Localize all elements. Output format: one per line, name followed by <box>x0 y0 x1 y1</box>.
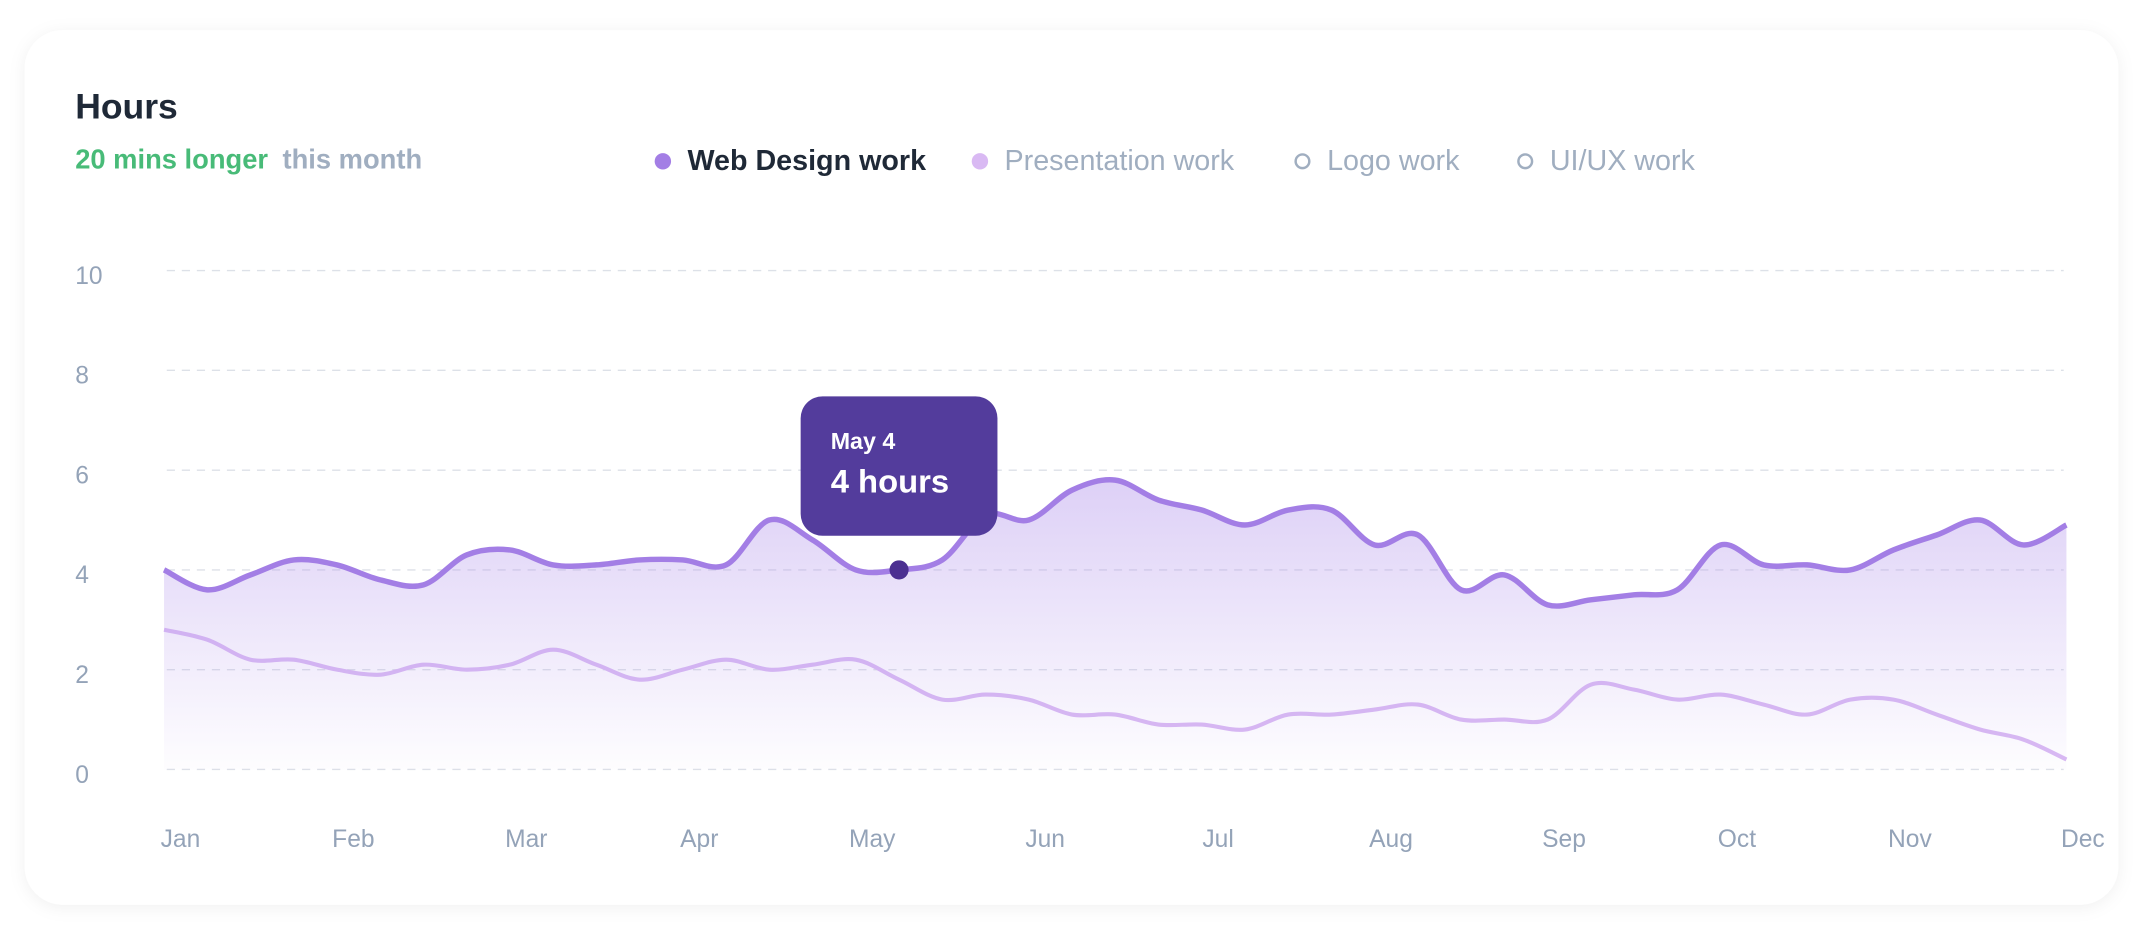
x-tick-label: Apr <box>680 826 718 853</box>
subtitle-highlight: 20 mins longer <box>75 143 268 174</box>
y-tick-label: 4 <box>75 562 89 589</box>
x-tick-label: Aug <box>1369 826 1413 853</box>
legend-label[interactable]: UI/UX work <box>1550 145 1696 177</box>
legend-dot-empty <box>1294 153 1311 170</box>
x-tick-label: Jun <box>1025 826 1065 853</box>
line <box>162 477 2068 609</box>
x-tick-label: Jan <box>161 826 201 853</box>
tooltip-point <box>889 560 909 580</box>
tooltip-title: May 4 <box>831 428 896 454</box>
x-tick-label: Dec <box>2061 826 2105 853</box>
x-tick-label: May <box>849 826 896 853</box>
x-tick-label: Nov <box>1888 826 1932 853</box>
x-tick-label: Mar <box>505 826 547 853</box>
y-tick-label: 0 <box>75 762 89 789</box>
title: Hours <box>75 87 178 127</box>
legend-dot <box>654 153 672 170</box>
tooltip-box <box>800 396 998 536</box>
x-tick-label: Sep <box>1542 826 1586 853</box>
x-tick-label: Jul <box>1202 826 1233 853</box>
y-tick-label: 8 <box>75 363 89 390</box>
area <box>164 479 2067 770</box>
x-tick-label: Feb <box>332 826 374 853</box>
tooltip-text: 4 hours <box>831 462 949 499</box>
y-tick-label: 6 <box>75 462 89 489</box>
subtitle-rest: this month <box>283 143 423 174</box>
y-tick-label: 2 <box>75 662 89 689</box>
x-tick-label: Oct <box>1718 826 1756 853</box>
legend-dot-empty <box>1517 153 1534 170</box>
legend-label[interactable]: Logo work <box>1327 145 1460 177</box>
legend-label[interactable]: Web Design work <box>687 145 926 177</box>
subtitle: 20 mins longer this month <box>75 143 422 174</box>
legend-dot <box>971 153 989 170</box>
y-tick-label: 10 <box>75 263 102 290</box>
legend-label[interactable]: Presentation work <box>1005 145 1235 177</box>
